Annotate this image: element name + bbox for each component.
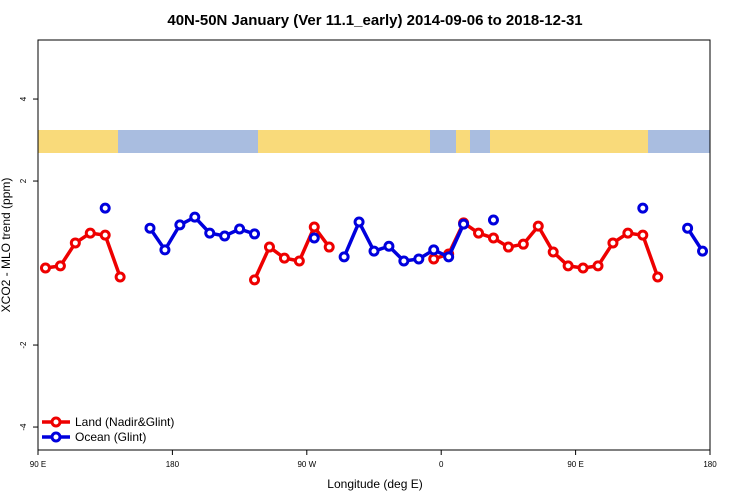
data-point bbox=[204, 227, 216, 239]
data-point bbox=[99, 229, 111, 241]
data-point bbox=[353, 216, 365, 228]
data-point bbox=[547, 246, 559, 258]
data-point bbox=[592, 260, 604, 272]
data-point bbox=[607, 237, 619, 249]
y-tick-label: 2 bbox=[19, 178, 28, 183]
data-point bbox=[473, 227, 485, 239]
data-point bbox=[308, 221, 320, 233]
data-point bbox=[308, 232, 320, 244]
x-tick-label: 180 bbox=[703, 460, 717, 469]
data-point bbox=[652, 271, 664, 283]
data-point bbox=[84, 227, 96, 239]
land-area bbox=[38, 130, 118, 153]
data-point bbox=[249, 274, 261, 286]
data-point bbox=[428, 253, 440, 265]
land-area bbox=[258, 130, 430, 153]
data-point bbox=[502, 241, 514, 253]
data-point bbox=[413, 253, 425, 265]
data-point bbox=[487, 232, 499, 244]
data-point bbox=[368, 245, 380, 257]
data-point bbox=[174, 219, 186, 231]
data-point bbox=[249, 228, 261, 240]
data-point bbox=[278, 252, 290, 264]
data-point bbox=[517, 238, 529, 250]
x-tick-label: 90 E bbox=[30, 460, 46, 469]
map-strip bbox=[38, 130, 710, 153]
data-point bbox=[114, 271, 126, 283]
x-tick-label: 90 E bbox=[567, 460, 583, 469]
legend-label: Land (Nadir&Glint) bbox=[75, 415, 174, 429]
legend-marker bbox=[50, 416, 62, 428]
plot-frame bbox=[37, 39, 711, 451]
data-point bbox=[487, 214, 499, 226]
data-point bbox=[189, 211, 201, 223]
x-axis-label: Longitude (deg E) bbox=[327, 477, 422, 491]
series-line bbox=[433, 220, 660, 278]
data-point bbox=[234, 223, 246, 235]
data-point bbox=[54, 260, 66, 272]
x-tick-label: 180 bbox=[166, 460, 180, 469]
data-point bbox=[338, 251, 350, 263]
data-point bbox=[458, 218, 470, 230]
data-point bbox=[159, 244, 171, 256]
land-area bbox=[456, 130, 470, 153]
y-axis-label: XCO2 - MLO trend (ppm) bbox=[0, 178, 13, 313]
y-tick-label: 4 bbox=[19, 96, 28, 101]
data-point bbox=[99, 202, 111, 214]
data-point bbox=[622, 227, 634, 239]
data-point bbox=[144, 222, 156, 234]
data-point bbox=[682, 222, 694, 234]
data-point bbox=[637, 229, 649, 241]
data-point bbox=[577, 262, 589, 274]
y-tick-label: -4 bbox=[19, 423, 28, 431]
data-point bbox=[323, 241, 335, 253]
chart-title: 40N-50N January (Ver 11.1_early) 2014-09… bbox=[167, 12, 582, 29]
y-tick-label: -2 bbox=[19, 341, 28, 349]
land-area bbox=[490, 130, 648, 153]
data-point bbox=[637, 202, 649, 214]
data-point bbox=[293, 255, 305, 267]
data-point bbox=[219, 230, 231, 242]
series bbox=[99, 202, 709, 267]
data-point bbox=[69, 237, 81, 249]
legend-marker bbox=[50, 431, 62, 443]
data-point bbox=[697, 245, 709, 257]
data-point bbox=[39, 262, 51, 274]
data-point bbox=[398, 255, 410, 267]
legend-label: Ocean (Glint) bbox=[75, 430, 146, 444]
x-tick-label: 0 bbox=[439, 460, 444, 469]
data-point bbox=[428, 244, 440, 256]
x-tick-label: 90 W bbox=[297, 460, 316, 469]
data-point bbox=[562, 260, 574, 272]
data-point bbox=[532, 220, 544, 232]
data-point bbox=[443, 251, 455, 263]
data-point bbox=[263, 241, 275, 253]
data-point bbox=[383, 240, 395, 252]
